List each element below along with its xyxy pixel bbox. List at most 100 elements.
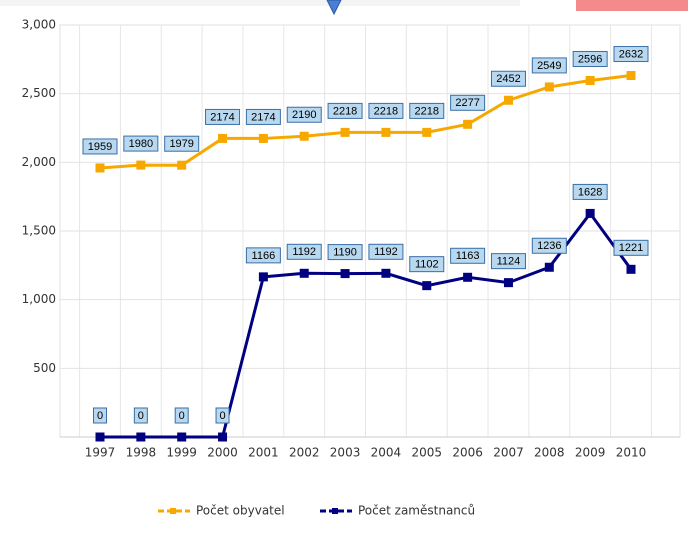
- data-label-text: 0: [179, 410, 185, 422]
- data-label-text: 2632: [619, 48, 643, 60]
- legend-marker: [332, 508, 338, 514]
- series-line: [100, 210, 633, 439]
- legend-item: Počet obyvatel: [158, 504, 285, 518]
- data-label-text: 2277: [455, 97, 479, 109]
- point-marker: [381, 127, 391, 137]
- data-label: 2452: [490, 70, 526, 87]
- data-label-box: [245, 247, 281, 264]
- data-label-text: 1236: [537, 240, 561, 252]
- x-tick-label: 2008: [534, 446, 565, 460]
- data-label-box: [490, 70, 526, 87]
- point-marker: [463, 272, 473, 282]
- point-marker: [177, 160, 187, 170]
- point-marker: [544, 262, 554, 272]
- point-marker: [218, 432, 228, 442]
- x-tick-label: 1998: [126, 446, 157, 460]
- data-label-box: [82, 138, 118, 155]
- y-tick-label: 2,500: [22, 86, 56, 100]
- x-tick-label: 1997: [85, 446, 116, 460]
- x-tick-label: 2006: [452, 446, 483, 460]
- data-label: 1628: [572, 183, 608, 200]
- point-marker: [626, 71, 636, 81]
- data-label-box: [572, 50, 608, 67]
- data-label-box: [572, 183, 608, 200]
- data-label-text: 2596: [578, 53, 602, 65]
- pin-icon: [326, 0, 342, 16]
- data-label-text: 1190: [333, 246, 357, 258]
- point-marker: [626, 264, 636, 274]
- data-label-text: 0: [97, 410, 103, 422]
- data-label-text: 1166: [252, 250, 276, 262]
- data-label-text: 1192: [374, 246, 398, 258]
- data-label: 1192: [368, 243, 404, 260]
- data-label-box: [368, 243, 404, 260]
- data-label-text: 2218: [374, 105, 398, 117]
- data-label: 1979: [164, 135, 200, 152]
- data-label-box: [490, 253, 526, 270]
- data-label-text: 2174: [251, 111, 275, 123]
- data-label: 0: [93, 407, 107, 424]
- data-label: 1190: [327, 244, 363, 261]
- x-tick-label: 2005: [411, 446, 442, 460]
- data-label-text: 2452: [496, 73, 520, 85]
- data-label: 2174: [205, 108, 241, 125]
- data-label-box: [327, 102, 363, 119]
- data-label: 0: [174, 407, 189, 424]
- legend-label: Počet zaměstnanců: [358, 504, 475, 518]
- y-tick-label: 1,500: [22, 224, 56, 238]
- data-label-text: 2549: [537, 60, 561, 72]
- data-label-text: 1102: [415, 259, 439, 271]
- data-label-box: [205, 108, 241, 125]
- point-marker: [218, 133, 228, 143]
- data-label: 2549: [531, 57, 567, 74]
- point-marker: [340, 269, 350, 279]
- point-marker: [258, 272, 268, 282]
- data-label: 1102: [409, 256, 445, 273]
- top-button: [576, 0, 688, 11]
- data-label: 2174: [245, 108, 281, 125]
- data-label: 1959: [82, 138, 118, 155]
- point-marker: [177, 432, 187, 442]
- data-label-text: 2218: [415, 105, 439, 117]
- data-label-text: 2218: [333, 105, 357, 117]
- data-label: 2218: [327, 102, 363, 119]
- data-label: 1124: [490, 253, 526, 270]
- point-marker: [422, 281, 432, 291]
- point-marker: [585, 208, 595, 218]
- y-tick-label: 2,000: [22, 155, 56, 169]
- point-marker: [136, 160, 146, 170]
- data-label-text: 2190: [292, 109, 316, 121]
- legend-item: Počet zaměstnanců: [320, 504, 475, 518]
- data-label-box: [531, 237, 567, 254]
- data-label: 0: [215, 407, 230, 424]
- x-tick-label: 2001: [248, 446, 279, 460]
- data-label: 1236: [531, 237, 567, 254]
- point-marker: [381, 268, 391, 278]
- data-label-text: 1221: [619, 242, 643, 254]
- point-marker: [95, 163, 105, 173]
- data-label-text: 1979: [169, 138, 193, 150]
- data-label: 2190: [286, 106, 322, 123]
- point-marker: [544, 82, 554, 92]
- legend-label: Počet obyvatel: [196, 504, 285, 518]
- point-marker: [95, 432, 105, 442]
- x-tick-label: 2010: [616, 446, 647, 460]
- data-label: 2277: [450, 94, 486, 111]
- x-tick-label: 1999: [166, 446, 197, 460]
- data-label-box: [327, 244, 363, 261]
- data-label-box: [409, 102, 445, 119]
- data-label-box: [450, 94, 486, 111]
- y-tick-label: 1,000: [22, 292, 56, 306]
- point-marker: [299, 268, 309, 278]
- data-label: 1166: [245, 247, 281, 264]
- data-label-box: [409, 256, 445, 273]
- toolbar-strip: [0, 0, 520, 6]
- data-label-box: [286, 106, 322, 123]
- data-label: 2596: [572, 50, 608, 67]
- data-label: 1163: [450, 247, 486, 264]
- data-label-text: 0: [219, 410, 225, 422]
- top-strip: [0, 0, 688, 16]
- y-tick-label: 500: [33, 361, 56, 375]
